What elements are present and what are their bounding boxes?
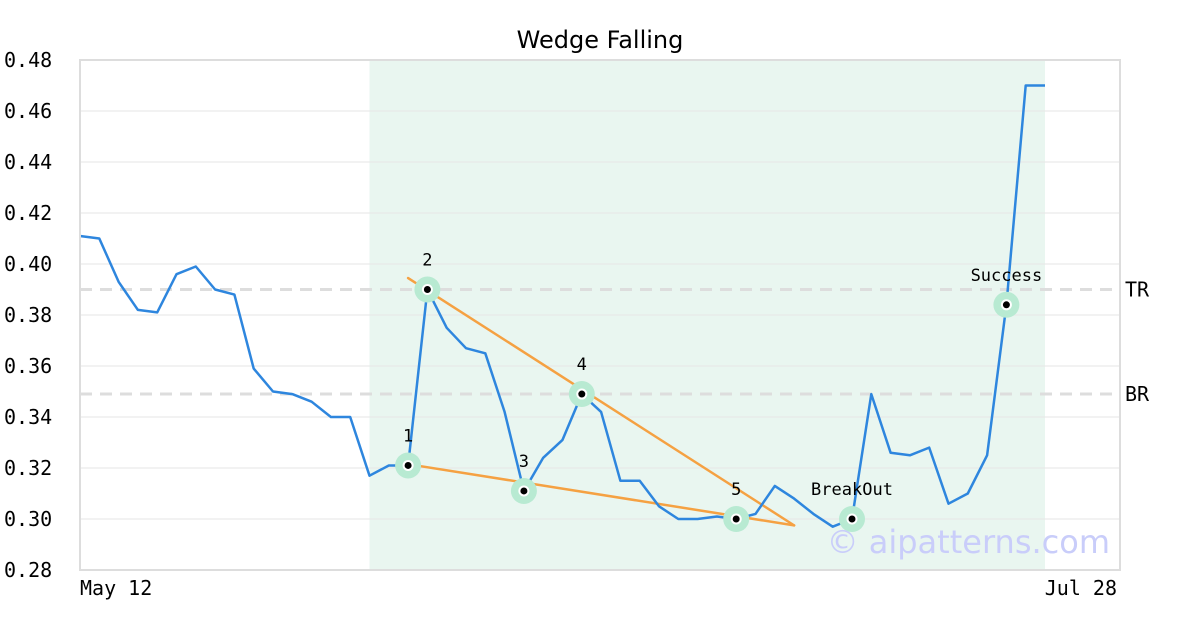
point-label: BreakOut bbox=[811, 480, 893, 500]
x-tick-label: May 12 bbox=[80, 576, 152, 600]
y-axis-ticks: 0.28 0.30 0.32 0.34 0.36 0.38 0.40 0.42 0.44 0.46… bbox=[4, 48, 52, 582]
y-tick-label: 0.48 bbox=[4, 48, 52, 72]
trendline bbox=[406, 276, 796, 527]
price-series bbox=[79, 84, 1045, 528]
point-marker bbox=[404, 461, 412, 469]
x-axis-ticks: May 12 Jul 28 bbox=[80, 576, 1117, 600]
y-tick-label: 0.32 bbox=[4, 456, 52, 480]
price-line bbox=[79, 84, 1045, 528]
level-label: BR bbox=[1125, 382, 1150, 406]
y-tick-label: 0.46 bbox=[4, 99, 52, 123]
level-lines: TR BR bbox=[80, 278, 1150, 406]
watermark-text: © aipatterns.com bbox=[827, 523, 1110, 561]
point-marker bbox=[520, 487, 528, 495]
level-label: TR bbox=[1125, 278, 1150, 302]
y-tick-label: 0.40 bbox=[4, 252, 52, 276]
point-marker bbox=[1002, 301, 1010, 309]
point-label: 5 bbox=[731, 480, 741, 500]
pattern-points: 1 2 3 4 5 BreakOut Success bbox=[395, 251, 1043, 532]
chart-title: Wedge Falling bbox=[517, 26, 684, 54]
point-label: Success bbox=[971, 266, 1043, 286]
y-tick-label: 0.38 bbox=[4, 303, 52, 327]
point-marker bbox=[848, 515, 856, 523]
x-tick-label: Jul 28 bbox=[1045, 576, 1117, 600]
point-marker bbox=[732, 515, 740, 523]
y-tick-label: 0.44 bbox=[4, 150, 52, 174]
point-label: 4 bbox=[577, 355, 587, 375]
point-label: 2 bbox=[422, 251, 432, 271]
y-tick-label: 0.28 bbox=[4, 558, 52, 582]
y-tick-label: 0.34 bbox=[4, 405, 52, 429]
y-tick-label: 0.36 bbox=[4, 354, 52, 378]
plot-frame bbox=[79, 59, 1121, 571]
point-marker bbox=[423, 286, 431, 293]
point-label: 1 bbox=[403, 426, 413, 446]
y-tick-label: 0.30 bbox=[4, 507, 52, 531]
y-tick-label: 0.42 bbox=[4, 201, 52, 225]
point-label: 3 bbox=[519, 452, 529, 472]
point-marker bbox=[578, 390, 586, 398]
